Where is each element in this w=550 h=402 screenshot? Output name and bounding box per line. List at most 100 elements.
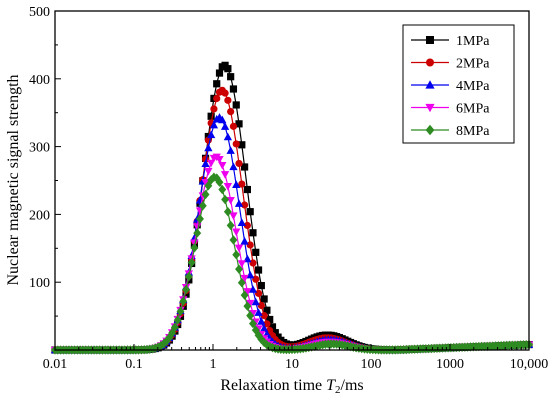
data-point <box>226 220 235 231</box>
data-point <box>238 180 246 188</box>
data-point <box>238 141 246 149</box>
data-point <box>168 328 177 338</box>
data-point <box>243 221 251 230</box>
y-tick-label: 100 <box>29 276 50 291</box>
data-point <box>260 295 268 303</box>
data-point <box>229 212 238 220</box>
data-point <box>226 146 235 154</box>
data-point <box>252 248 260 256</box>
data-point <box>237 278 246 288</box>
data-point <box>226 197 235 205</box>
x-tick-label: 10 <box>285 357 299 372</box>
data-point <box>201 189 210 200</box>
data-point <box>243 185 251 194</box>
x-tick-label: 100 <box>361 357 382 372</box>
series-line <box>55 176 530 351</box>
data-point <box>232 250 241 260</box>
axis-layer: 0.01 0.1 1 10 100 1000 10,000 100 200 300 400 500 <box>29 5 548 372</box>
legend-label: 2MPa <box>456 57 490 72</box>
data-point <box>260 312 268 320</box>
data-point <box>173 315 182 325</box>
data-point <box>184 271 193 282</box>
legend-label: 6MPa <box>456 102 490 117</box>
data-point <box>257 301 265 310</box>
data-point <box>201 159 210 168</box>
data-point <box>241 163 249 171</box>
data-point <box>246 310 255 321</box>
data-point <box>246 299 255 308</box>
data-point <box>196 214 204 224</box>
data-point <box>215 177 224 187</box>
data-point <box>237 260 246 268</box>
data-point <box>227 108 235 116</box>
data-point <box>266 315 274 324</box>
series-8MPa <box>51 172 533 355</box>
x-tick-label: 10,000 <box>510 357 549 372</box>
data-point <box>263 306 271 314</box>
series-6MPa <box>50 153 534 355</box>
data-point <box>201 155 210 163</box>
data-point <box>218 161 227 170</box>
data-point <box>223 183 233 191</box>
data-point <box>257 317 266 325</box>
legend-marker <box>425 124 435 136</box>
data-point <box>248 285 258 293</box>
data-point <box>240 237 249 245</box>
x-tick-label: 1 <box>210 357 217 372</box>
data-point <box>190 243 199 253</box>
data-point <box>224 96 232 104</box>
data-point <box>257 281 265 290</box>
data-point <box>263 320 271 328</box>
data-point <box>207 159 216 168</box>
data-point <box>254 266 263 274</box>
data-point <box>249 318 257 329</box>
data-point <box>209 120 219 129</box>
data-point <box>220 122 230 130</box>
data-point <box>232 101 240 109</box>
data-point <box>232 140 240 148</box>
data-point <box>156 341 165 351</box>
data-point <box>170 322 179 332</box>
data-point <box>207 175 216 185</box>
y-tick-label: 200 <box>29 208 50 223</box>
data-point <box>204 143 213 152</box>
legend-box <box>402 24 515 144</box>
data-point <box>210 105 218 113</box>
data-point <box>229 235 238 245</box>
data-point <box>223 207 232 217</box>
data-point <box>227 73 235 81</box>
x-tick-label: 0.1 <box>125 357 143 372</box>
legend-label: 1MPa <box>456 34 490 49</box>
data-point <box>165 332 174 343</box>
data-point <box>249 229 257 237</box>
data-point <box>204 181 213 191</box>
data-point <box>234 199 244 207</box>
data-point <box>259 324 269 332</box>
data-point <box>215 69 224 77</box>
data-point <box>235 159 243 168</box>
data-point <box>218 184 227 195</box>
data-point <box>207 130 216 139</box>
data-point <box>218 115 227 124</box>
data-point <box>193 228 202 238</box>
data-point <box>252 275 260 283</box>
data-point <box>251 297 260 306</box>
data-point <box>229 85 238 93</box>
series-line <box>55 116 530 351</box>
data-point <box>243 288 252 296</box>
data-point <box>213 80 221 88</box>
x-tick-label: 1000 <box>436 357 464 372</box>
data-point <box>187 257 196 268</box>
data-point <box>246 208 254 216</box>
legend-marker <box>425 80 435 89</box>
data-point <box>220 171 230 179</box>
legend-label: 8MPa <box>456 124 490 139</box>
data-point <box>268 323 277 331</box>
data-point <box>223 132 233 141</box>
data-point <box>204 167 213 176</box>
data-point <box>260 337 269 348</box>
data-point <box>198 201 207 211</box>
x-tick-label: 0.01 <box>43 357 68 372</box>
data-point <box>240 290 249 300</box>
y-tick-label: 500 <box>29 5 50 20</box>
